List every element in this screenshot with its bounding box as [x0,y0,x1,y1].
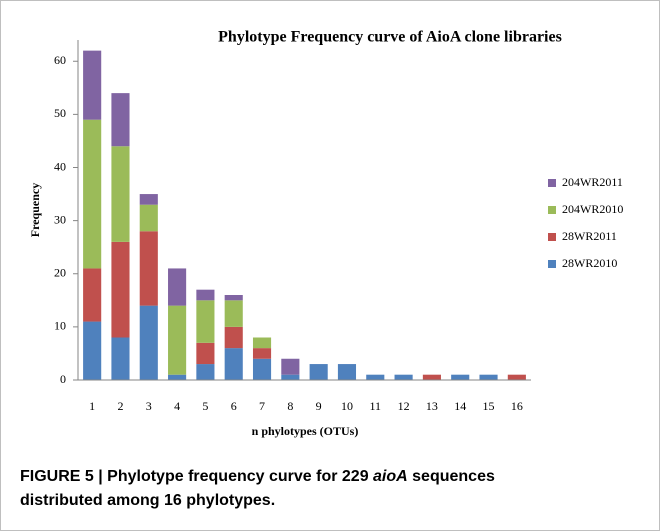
caption: FIGURE 5 | Phylotype frequency curve for… [20,468,495,509]
y-tick-label: 40 [54,159,66,173]
bar-segment [111,337,130,380]
legend-label: 204WR2010 [562,202,623,216]
bar-segment [422,374,441,380]
bar-segment [394,374,413,380]
y-tick-label: 10 [54,319,66,333]
x-tick-label: 13 [426,399,438,413]
bar-segment [111,93,130,147]
caption-part: aioA [373,468,408,485]
bar-segment [83,50,102,120]
bar-segment [224,348,243,380]
bar-segment [196,289,215,301]
x-tick-label: 3 [146,399,152,413]
bar-segment [224,295,243,301]
bar-segment [309,364,328,380]
y-tick-label: 50 [54,106,66,120]
bar-segment [139,194,158,205]
x-tick-label: 9 [316,399,322,413]
legend-swatch [548,260,556,268]
x-tick-label: 15 [483,399,495,413]
legend-label: 28WR2011 [562,229,617,243]
bar-segment [196,300,215,343]
bar-segment [168,305,187,375]
bar-segment [252,358,272,380]
bar-segment [111,241,130,338]
x-tick-label: 7 [259,399,265,413]
x-tick-label: 4 [174,399,180,413]
legend-label: 28WR2010 [562,256,617,270]
bar-segment [196,364,215,380]
caption-part: FIGURE 5 | Phylotype frequency curve for… [20,468,373,485]
x-tick-label: 14 [454,399,466,413]
x-axis-label: n phylotypes (OTUs) [252,424,359,438]
bar-segment [252,337,272,349]
y-tick-label: 30 [54,212,66,226]
bar-segment [168,268,187,306]
bar-segment [83,119,102,269]
bar-segment [83,321,102,380]
x-tick-label: 8 [287,399,293,413]
bar-segment [139,305,158,380]
bar-segment [139,231,158,306]
bar-segment [479,374,498,380]
bar-segment [111,146,130,242]
x-tick-label: 5 [202,399,208,413]
x-tick-label: 1 [89,399,95,413]
bar-segment [168,374,187,380]
x-tick-label: 12 [398,399,410,413]
y-axis-label: Frequency [28,183,42,237]
x-tick-label: 6 [231,399,237,413]
x-tick-label: 11 [370,399,382,413]
y-tick-label: 60 [54,53,66,67]
bar-segment [224,300,243,327]
x-tick-label: 2 [117,399,123,413]
bar-segment [224,326,243,349]
bar-segment [451,374,470,380]
bar-segment [281,374,300,380]
bar-segment [281,358,300,375]
y-tick-label: 0 [60,372,66,386]
legend-swatch [548,233,556,241]
bar-segment [507,374,526,380]
chart-title: Phylotype Frequency curve of AioA clone … [218,29,562,46]
bar-segment [83,268,102,322]
legend-label: 204WR2011 [562,175,623,189]
x-tick-label: 16 [511,399,523,413]
bar-segment [366,374,385,380]
bar-segment [252,348,272,359]
x-tick-label: 10 [341,399,353,413]
legend-swatch [548,179,556,187]
bar-segment [139,204,158,232]
bar-segment [337,364,357,380]
legend-swatch [548,206,556,214]
bar-segment [196,342,215,365]
caption-part: sequences distributed among 16 phylotypes… [20,468,495,509]
y-tick-label: 20 [54,266,66,280]
